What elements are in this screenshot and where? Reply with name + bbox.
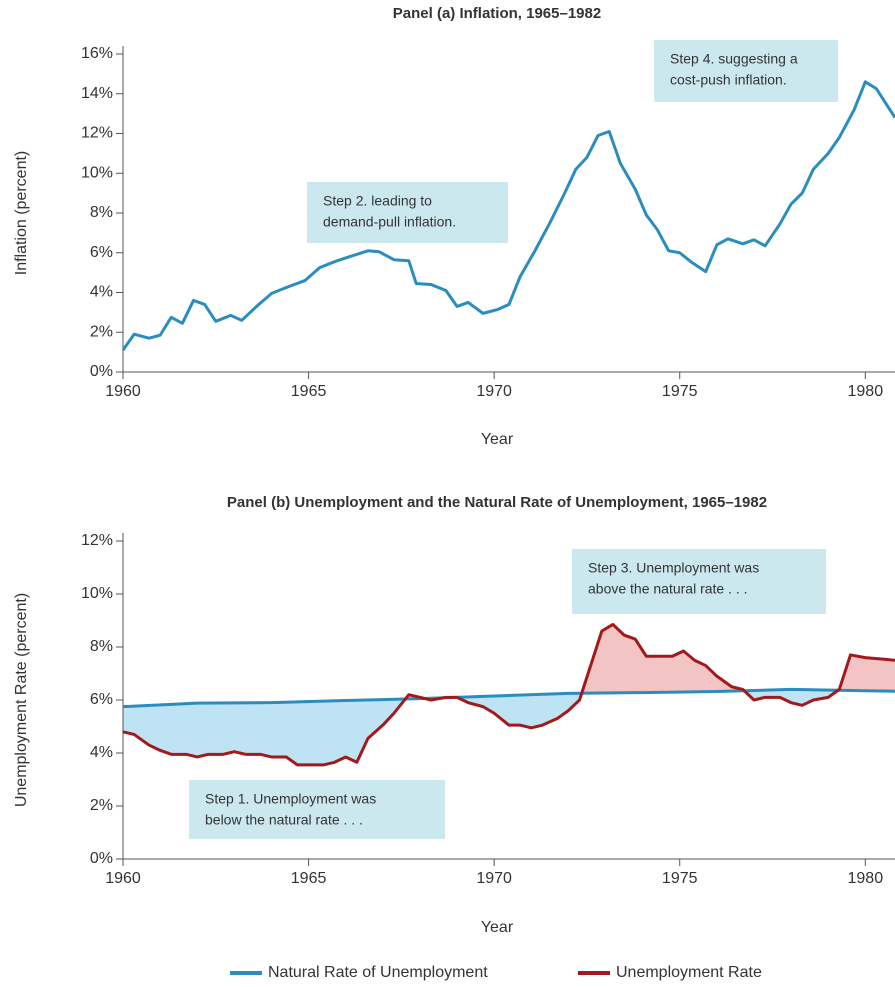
legend-label: Unemployment Rate [616,964,762,981]
x-tick-label: 1960 [105,870,141,887]
y-tick-label: 2% [90,323,113,340]
line [122,622,895,767]
y-axis-label: Unemployment Rate (percent) [13,593,30,807]
y-tick-label: 10% [81,585,113,602]
y-tick-label: 16% [81,45,113,62]
annotation-text: above the natural rate . . . [588,581,748,597]
annotation-text: Step 4. suggesting a [670,51,798,67]
x-tick-label: 1970 [476,383,512,400]
annotation-box [654,40,838,102]
x-axis-label: Year [481,919,514,936]
area-below [123,689,895,765]
annotation-text: Step 3. Unemployment was [588,560,759,576]
x-tick-label: 1975 [662,383,698,400]
x-tick-label: 1965 [291,870,327,887]
x-tick-label: 1980 [848,383,884,400]
y-tick-label: 14% [81,85,113,102]
y-tick-label: 12% [81,125,113,142]
y-tick-label: 4% [90,744,113,761]
x-tick-label: 1975 [662,870,698,887]
y-tick-label: 4% [90,284,113,301]
annotation-text: Step 2. leading to [323,193,432,209]
y-axis-label: Inflation (percent) [13,151,30,276]
line [121,80,895,351]
annotation-box [307,182,508,243]
x-tick-label: 1960 [105,383,141,400]
y-tick-label: 10% [81,164,113,181]
annotation-text: demand-pull inflation. [323,214,456,230]
y-tick-label: 6% [90,244,113,261]
y-tick-label: 0% [90,363,113,380]
annotation-box [189,780,445,839]
x-axis-label: Year [481,431,514,448]
y-tick-label: 6% [90,691,113,708]
annotation-text: Step 1. Unemployment was [205,791,376,807]
chart-title: Panel (a) Inflation, 1965–1982 [393,5,601,22]
y-tick-label: 2% [90,797,113,814]
chart-title: Panel (b) Unemployment and the Natural R… [227,494,767,511]
annotation-text: cost-push inflation. [670,72,787,88]
x-tick-label: 1980 [848,870,884,887]
annotation-text: below the natural rate . . . [205,812,363,828]
y-tick-label: 12% [81,532,113,549]
y-tick-label: 0% [90,850,113,867]
annotation-box [572,549,826,614]
y-tick-label: 8% [90,638,113,655]
x-tick-label: 1965 [291,383,327,400]
y-tick-label: 8% [90,204,113,221]
x-tick-label: 1970 [476,870,512,887]
legend-label: Natural Rate of Unemployment [268,964,488,981]
line [122,687,895,709]
